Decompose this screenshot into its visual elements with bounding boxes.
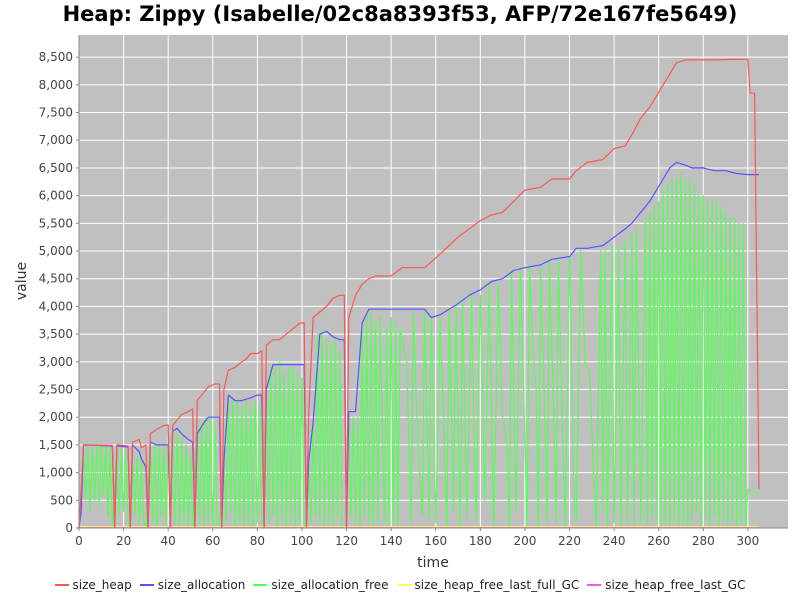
y-tick-label: 1,000 [39,466,73,480]
legend-label: size_heap_free_last_full_GC [414,578,580,592]
legend-swatch [396,583,411,586]
y-tick-label: 4,000 [39,299,73,313]
x-tick-label: 80 [250,534,265,548]
y-tick-label: 8,500 [39,50,73,64]
x-tick-label: 140 [380,534,403,548]
legend-swatch [253,583,268,586]
y-tick-label: 6,000 [39,189,73,203]
legend: size_heap size_allocation size_allocation_… [0,578,800,592]
legend-label: size_allocation [157,578,246,592]
x-tick-label: 60 [205,534,220,548]
legend-item-size-allocation: size_allocation [139,578,246,592]
y-tick-label: 8,000 [39,78,73,92]
legend-swatch [587,583,602,586]
x-tick-label: 240 [603,534,626,548]
chart-plot: 0 20 40 60 80 100 120 140 160 180 200 220 240 260 280 3… [14,35,788,571]
x-tick-label: 40 [161,534,176,548]
y-tick-label: 5,500 [39,216,73,230]
x-tick-label: 160 [424,534,447,548]
series-line-size-allocation [78,161,759,529]
x-tick-label: 0 [75,534,83,548]
y-tick-label: 7,000 [39,133,73,147]
x-tick-label: 280 [692,534,715,548]
y-tick-label: 2,500 [39,383,73,397]
x-tick-label: 20 [116,534,131,548]
y-axis-ticks: 0 500 1,000 1,500 2,000 2,500 3,000 3,500 4,000 4… [39,50,79,535]
x-tick-label: 220 [558,534,581,548]
y-tick-label: 0 [65,521,73,535]
x-axis-ticks: 0 20 40 60 80 100 120 140 160 180 200 220 240 260 280 3… [75,528,759,548]
legend-swatch [54,583,69,586]
legend-label: size_heap [72,578,132,592]
y-tick-label: 6,500 [39,161,73,175]
y-tick-label: 7,500 [39,106,73,120]
legend-swatch [139,583,154,586]
legend-item-size-heap-free-last-GC: size_heap_free_last_GC [587,578,745,592]
y-tick-label: 3,500 [39,327,73,341]
x-tick-label: 120 [335,534,358,548]
legend-label: size_allocation_free [271,578,389,592]
x-axis-label: time [417,555,449,571]
chart-title: Heap: Zippy (Isabelle/02c8a8393f53, AFP/… [62,2,738,26]
y-tick-label: 3,000 [39,355,73,369]
legend-item-size-allocation-free: size_allocation_free [253,578,389,592]
x-tick-label: 300 [736,534,759,548]
legend-label: size_heap_free_last_GC [605,578,746,592]
legend-item-size-heap-free-last-full-GC: size_heap_free_last_full_GC [396,578,580,592]
series-line-size-allocation-free [78,172,760,529]
x-tick-label: 180 [469,534,492,548]
y-tick-label: 5,000 [39,244,73,258]
x-tick-label: 260 [647,534,670,548]
x-tick-label: 200 [513,534,536,548]
y-tick-label: 4,500 [39,272,73,286]
series-line-size-heap [78,58,760,529]
y-tick-label: 2,000 [39,410,73,424]
y-tick-label: 500 [50,493,73,507]
y-tick-label: 1,500 [39,438,73,452]
legend-item-size-heap: size_heap [54,578,132,592]
x-tick-label: 100 [291,534,314,548]
y-axis-label: value [14,262,30,300]
